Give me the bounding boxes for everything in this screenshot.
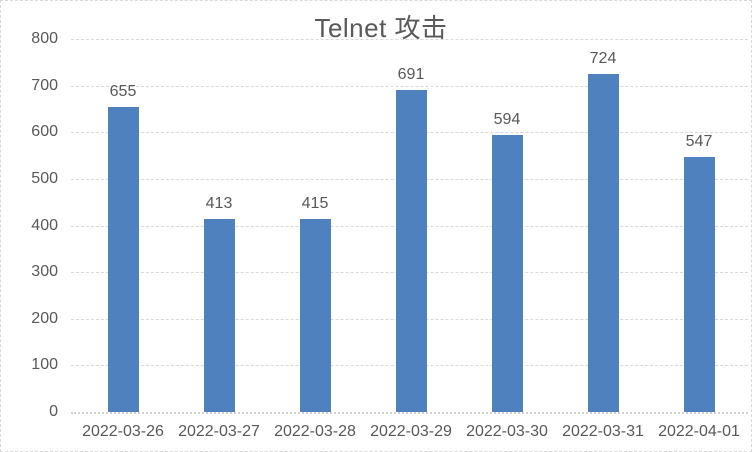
y-tick-label: 500 [31,169,58,187]
bar [299,218,331,412]
bar-value-label: 594 [493,111,521,129]
x-tick-label: 2022-04-01 [658,423,740,440]
x-tick-label: 2022-03-28 [274,423,356,440]
y-tick-label: 400 [31,216,58,234]
bar-value-label: 655 [109,82,137,100]
bar-value-label: 547 [685,132,713,150]
y-tick-label: 800 [31,30,58,47]
x-tick-label: 2022-03-30 [466,423,548,440]
y-tick-label: 0 [49,403,58,420]
y-tick-label: 600 [31,123,58,141]
bar-value-label: 724 [589,50,617,68]
y-tick-label: 700 [31,76,58,94]
y-tick-label: 200 [31,309,58,327]
bar [491,135,523,412]
bar-value-label: 413 [205,195,233,213]
bar [203,219,235,412]
x-tick-label: 2022-03-31 [562,423,644,440]
bar-value-label: 691 [397,65,425,83]
bar [107,106,139,412]
bar [395,89,427,412]
bar [587,74,619,412]
gridline [71,39,748,40]
x-tick-label: 2022-03-27 [178,423,260,440]
bar-value-label: 415 [301,194,329,212]
y-tick-label: 300 [31,263,58,281]
x-tick-label: 2022-03-29 [370,423,452,440]
y-tick-label: 100 [31,356,58,374]
bar [683,156,715,412]
chart-title: Telnet 攻击 [314,13,448,43]
x-axis-line [71,412,748,414]
gridline [71,85,748,87]
x-tick-label: 2022-03-26 [82,423,164,440]
